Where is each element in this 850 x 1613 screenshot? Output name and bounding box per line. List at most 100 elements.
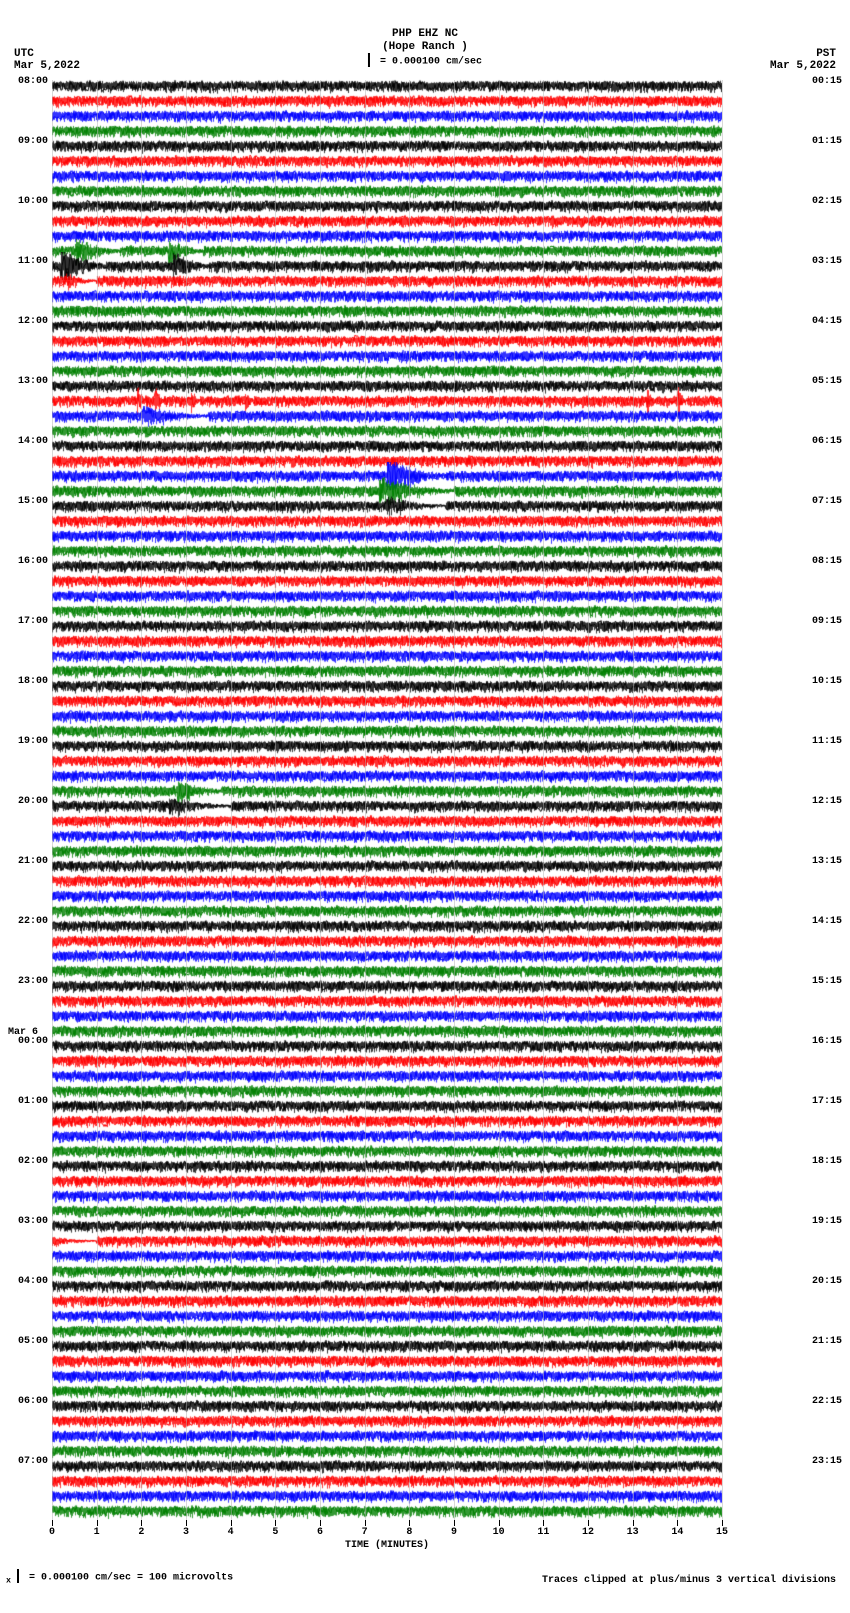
pst-time-label: 06:15 <box>812 436 842 447</box>
x-tick-label: 0 <box>49 1527 55 1538</box>
pst-time-label: 12:15 <box>812 796 842 807</box>
x-tick <box>588 1520 589 1526</box>
x-tick-label: 15 <box>716 1527 728 1538</box>
pst-time-label: 02:15 <box>812 196 842 207</box>
pst-time-label: 18:15 <box>812 1156 842 1167</box>
utc-time-label: 18:00 <box>8 676 48 687</box>
pst-time-label: 05:15 <box>812 376 842 387</box>
pst-time-label: 10:15 <box>812 676 842 687</box>
x-tick <box>186 1520 187 1526</box>
grid-line <box>722 80 723 1520</box>
utc-time-label: 07:00 <box>8 1456 48 1467</box>
footer-right-text: Traces clipped at plus/minus 3 vertical … <box>542 1575 836 1586</box>
traces-container <box>52 80 722 1520</box>
x-tick <box>52 1520 53 1526</box>
grid-line <box>409 80 410 1520</box>
x-tick-label: 14 <box>671 1527 683 1538</box>
grid-line <box>365 80 366 1520</box>
utc-time-label: 03:00 <box>8 1216 48 1227</box>
x-tick <box>275 1520 276 1526</box>
left-timezone-label: UTC <box>14 48 34 60</box>
grid-line <box>275 80 276 1520</box>
utc-time-label: 15:00 <box>8 496 48 507</box>
pst-time-label: 20:15 <box>812 1276 842 1287</box>
grid-line <box>97 80 98 1520</box>
x-tick <box>320 1520 321 1526</box>
utc-time-label: 23:00 <box>8 976 48 987</box>
utc-time-label: 20:00 <box>8 796 48 807</box>
grid-line <box>231 80 232 1520</box>
trace-row <box>52 1505 722 1517</box>
utc-time-label: 06:00 <box>8 1396 48 1407</box>
x-tick-label: 2 <box>138 1527 144 1538</box>
x-tick <box>365 1520 366 1526</box>
x-tick-label: 1 <box>94 1527 100 1538</box>
x-tick <box>454 1520 455 1526</box>
x-tick <box>141 1520 142 1526</box>
x-tick <box>231 1520 232 1526</box>
utc-time-label: 05:00 <box>8 1336 48 1347</box>
utc-time-label: 10:00 <box>8 196 48 207</box>
utc-time-label: 17:00 <box>8 616 48 627</box>
x-tick <box>722 1520 723 1526</box>
pst-time-label: 21:15 <box>812 1336 842 1347</box>
footer-left-text: x = 0.000100 cm/sec = 100 microvolts <box>6 1570 233 1586</box>
header: UTC Mar 5,2022 PHP EHZ NC (Hope Ranch ) … <box>0 0 850 80</box>
x-tick-label: 12 <box>582 1527 594 1538</box>
grid-line <box>499 80 500 1520</box>
pst-time-label: 07:15 <box>812 496 842 507</box>
utc-time-label: 02:00 <box>8 1156 48 1167</box>
utc-time-label: 04:00 <box>8 1276 48 1287</box>
pst-time-label: 23:15 <box>812 1456 842 1467</box>
grid-line <box>141 80 142 1520</box>
x-tick-label: 8 <box>406 1527 412 1538</box>
grid-line <box>633 80 634 1520</box>
pst-time-label: 03:15 <box>812 256 842 267</box>
grid-line <box>186 80 187 1520</box>
pst-time-label: 14:15 <box>812 916 842 927</box>
pst-time-label: 11:15 <box>812 736 842 747</box>
x-tick-label: 9 <box>451 1527 457 1538</box>
utc-time-label: 13:00 <box>8 376 48 387</box>
grid-line <box>543 80 544 1520</box>
x-tick-label: 11 <box>537 1527 549 1538</box>
pst-time-label: 15:15 <box>812 976 842 987</box>
x-tick-label: 10 <box>493 1527 505 1538</box>
right-date-label: Mar 5,2022 <box>770 60 836 72</box>
utc-time-label: 22:00 <box>8 916 48 927</box>
scale-legend: = 0.000100 cm/sec <box>368 54 482 69</box>
station-name: (Hope Ranch ) <box>368 41 482 54</box>
right-timezone-label: PST <box>816 48 836 60</box>
x-tick-label: 6 <box>317 1527 323 1538</box>
grid-line <box>588 80 589 1520</box>
pst-time-label: 17:15 <box>812 1096 842 1107</box>
utc-time-label: 01:00 <box>8 1096 48 1107</box>
x-tick-label: 4 <box>228 1527 234 1538</box>
x-tick <box>677 1520 678 1526</box>
pst-time-label: 08:15 <box>812 556 842 567</box>
x-tick-label: 13 <box>627 1527 639 1538</box>
utc-time-label: 16:00 <box>8 556 48 567</box>
seismogram-plot: TIME (MINUTES) 0123456789101112131415 08… <box>0 80 850 1550</box>
x-tick <box>97 1520 98 1526</box>
x-tick <box>499 1520 500 1526</box>
scale-label: = 0.000100 cm/sec <box>380 57 482 68</box>
pst-time-label: 13:15 <box>812 856 842 867</box>
grid-line <box>454 80 455 1520</box>
station-code: PHP EHZ NC <box>368 28 482 41</box>
utc-time-label: 09:00 <box>8 136 48 147</box>
pst-time-label: 04:15 <box>812 316 842 327</box>
x-tick <box>633 1520 634 1526</box>
utc-time-label: 19:00 <box>8 736 48 747</box>
grid-line <box>677 80 678 1520</box>
utc-time-label: 08:00 <box>8 76 48 87</box>
pst-time-label: 16:15 <box>812 1036 842 1047</box>
utc-time-label: 12:00 <box>8 316 48 327</box>
scale-bar-icon <box>17 1569 19 1583</box>
pst-time-label: 01:15 <box>812 136 842 147</box>
utc-time-label: 21:00 <box>8 856 48 867</box>
left-date-label: Mar 5,2022 <box>14 60 80 72</box>
pst-time-label: 09:15 <box>812 616 842 627</box>
day-marker: Mar 6 <box>8 1027 38 1038</box>
x-axis: TIME (MINUTES) 0123456789101112131415 <box>52 1520 722 1540</box>
